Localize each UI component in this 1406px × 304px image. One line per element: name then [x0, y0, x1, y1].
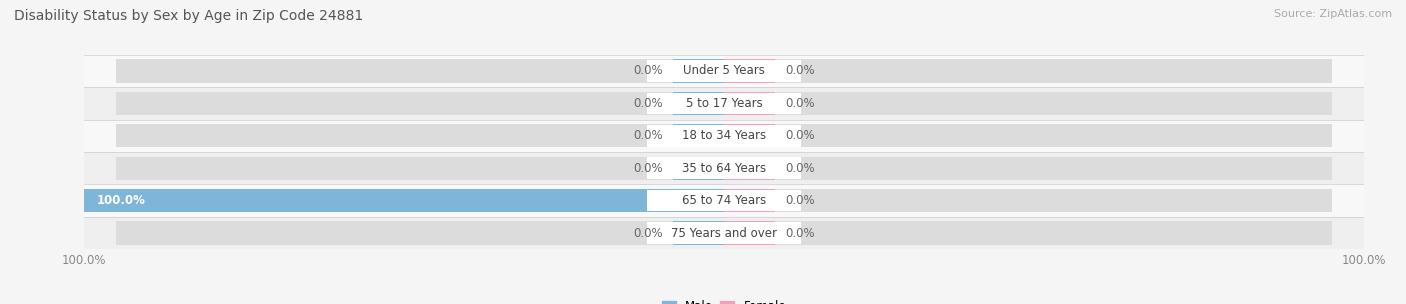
Bar	[117, 189, 1331, 212]
Text: 35 to 64 Years: 35 to 64 Years	[682, 162, 766, 175]
Text: 0.0%: 0.0%	[634, 226, 664, 240]
Bar	[724, 59, 775, 83]
Bar	[647, 60, 801, 82]
Text: 0.0%: 0.0%	[785, 129, 814, 142]
Bar	[724, 221, 775, 245]
Text: 0.0%: 0.0%	[785, 226, 814, 240]
Text: 0.0%: 0.0%	[634, 129, 664, 142]
Text: 5 to 17 Years: 5 to 17 Years	[686, 97, 762, 110]
Bar	[84, 185, 1364, 217]
Bar	[724, 124, 775, 147]
Bar	[84, 87, 1364, 119]
Bar	[647, 190, 801, 211]
Bar	[117, 157, 1331, 180]
Bar	[647, 93, 801, 114]
Text: 65 to 74 Years: 65 to 74 Years	[682, 194, 766, 207]
Text: Source: ZipAtlas.com: Source: ZipAtlas.com	[1274, 9, 1392, 19]
Text: 100.0%: 100.0%	[97, 194, 146, 207]
Bar	[673, 157, 724, 180]
Text: Disability Status by Sex by Age in Zip Code 24881: Disability Status by Sex by Age in Zip C…	[14, 9, 363, 23]
Text: 18 to 34 Years: 18 to 34 Years	[682, 129, 766, 142]
Bar	[84, 119, 1364, 152]
Bar	[647, 222, 801, 244]
Legend: Male, Female: Male, Female	[657, 295, 792, 304]
Bar	[117, 92, 1331, 115]
Text: 0.0%: 0.0%	[785, 162, 814, 175]
Bar	[117, 124, 1331, 147]
Bar	[724, 189, 775, 212]
Bar	[647, 125, 801, 147]
Bar	[84, 152, 1364, 185]
Text: Under 5 Years: Under 5 Years	[683, 64, 765, 78]
Bar	[647, 157, 801, 179]
Bar	[724, 92, 775, 115]
Text: 0.0%: 0.0%	[634, 97, 664, 110]
Bar	[673, 124, 724, 147]
Bar	[84, 189, 724, 212]
Bar	[84, 55, 1364, 87]
Bar	[724, 157, 775, 180]
Text: 0.0%: 0.0%	[785, 194, 814, 207]
Bar	[84, 217, 1364, 249]
Text: 0.0%: 0.0%	[634, 162, 664, 175]
Text: 75 Years and over: 75 Years and over	[671, 226, 778, 240]
Bar	[673, 59, 724, 83]
Text: 0.0%: 0.0%	[785, 64, 814, 78]
Bar	[673, 221, 724, 245]
Text: 0.0%: 0.0%	[634, 64, 664, 78]
Bar	[117, 59, 1331, 83]
Text: 0.0%: 0.0%	[785, 97, 814, 110]
Bar	[673, 92, 724, 115]
Bar	[117, 221, 1331, 245]
